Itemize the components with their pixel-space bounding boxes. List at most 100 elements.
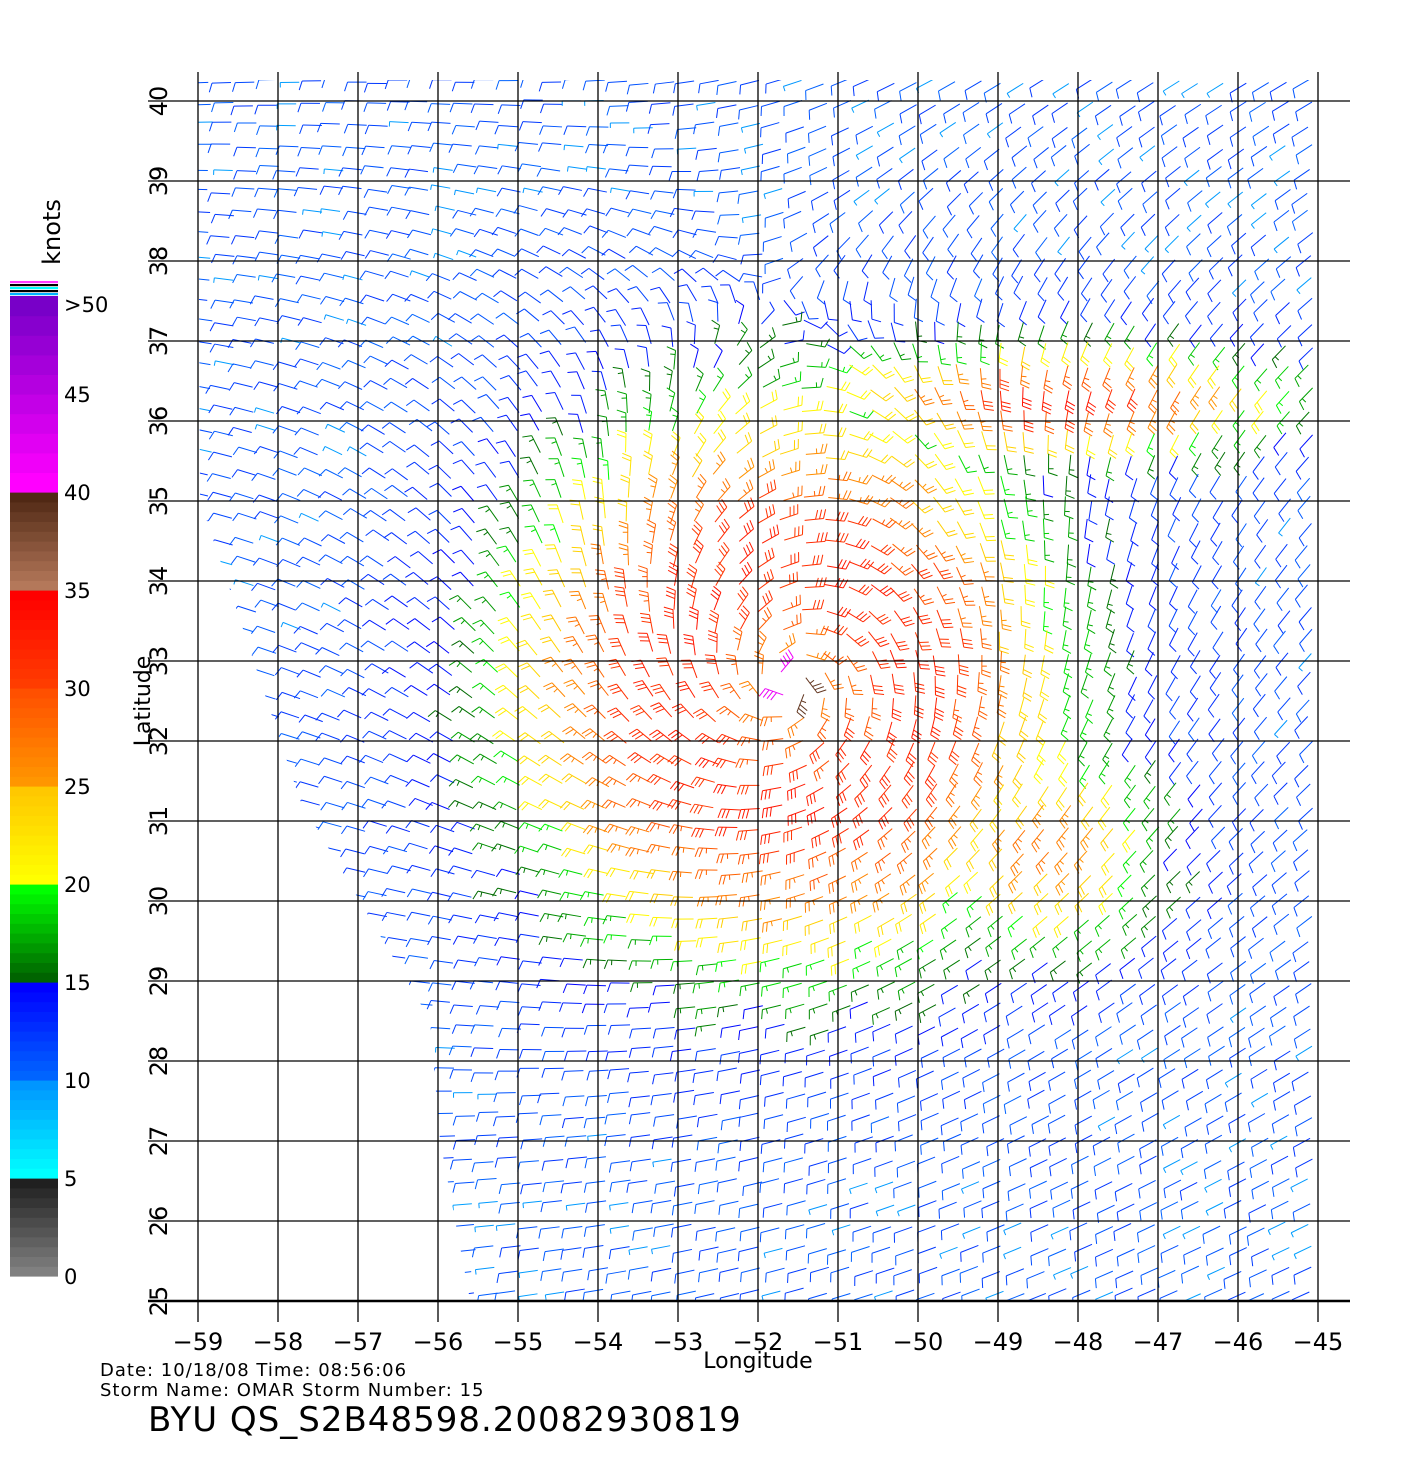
barb-shaft — [578, 501, 584, 520]
barb-feather — [918, 114, 922, 125]
barb-shaft — [392, 253, 411, 260]
wind-barb — [663, 366, 673, 390]
wind-barb — [936, 520, 958, 537]
wind-barb — [980, 628, 992, 650]
barb-feather — [185, 189, 188, 198]
barb-feather — [863, 411, 866, 417]
barb-shaft — [974, 278, 983, 297]
wind-barb — [538, 142, 562, 152]
barb-shaft — [169, 235, 188, 236]
barb-feather — [1207, 316, 1213, 325]
barb-shaft — [1116, 171, 1132, 185]
barb-feather — [691, 210, 696, 220]
barb-feather — [800, 613, 802, 623]
wind-barb — [1009, 190, 1025, 214]
colorbar-segment — [10, 619, 58, 630]
wind-barb — [1249, 101, 1266, 122]
barb-feather — [617, 372, 623, 375]
barb-feather — [318, 469, 327, 477]
wind-barb — [1061, 342, 1071, 367]
barb-feather — [383, 401, 392, 409]
barb-feather — [187, 361, 191, 369]
wind-barb — [672, 229, 697, 239]
barb-feather — [1107, 603, 1113, 606]
barb-feather — [920, 667, 930, 670]
barb-feather — [720, 429, 727, 438]
barb-feather — [1044, 518, 1054, 522]
wind-barb — [736, 432, 753, 454]
barb-shaft — [1042, 611, 1046, 631]
barb-shaft — [411, 270, 430, 278]
wind-barb — [935, 628, 952, 648]
wind-barb — [830, 80, 849, 96]
barb-feather — [905, 502, 914, 509]
barb-feather — [1165, 200, 1170, 210]
wind-barb — [1271, 100, 1289, 121]
barb-shaft — [457, 209, 477, 216]
barb-shaft — [1063, 587, 1067, 607]
barb-shaft — [342, 167, 362, 171]
wind-barb — [763, 188, 783, 200]
wind-barb — [198, 340, 212, 345]
barb-feather — [942, 442, 952, 447]
barb-shaft — [716, 302, 719, 322]
wind-barb — [470, 80, 494, 89]
barb-shaft — [849, 433, 868, 441]
barb-feather — [746, 341, 753, 351]
barb-feather — [902, 619, 913, 624]
barb-shaft — [1099, 212, 1114, 228]
barb-feather — [907, 294, 917, 301]
barb-feather — [1024, 428, 1034, 433]
barb-feather — [788, 635, 793, 645]
barb-feather — [1254, 382, 1260, 392]
barb-feather — [918, 614, 929, 618]
barb-feather — [999, 357, 1009, 363]
wind-barb — [1191, 452, 1202, 478]
wind-barb — [1147, 455, 1156, 480]
barb-shaft — [836, 236, 851, 252]
barb-feather — [539, 350, 550, 355]
barb-feather — [184, 516, 189, 524]
barb-shaft — [1126, 632, 1134, 652]
barb-feather — [867, 432, 874, 441]
barb-feather — [879, 585, 889, 592]
wind-barb — [346, 446, 367, 457]
barb-shaft — [459, 640, 475, 654]
barb-shaft — [529, 613, 542, 630]
barb-shaft — [761, 309, 775, 325]
barb-feather — [777, 439, 780, 449]
barb-shaft — [461, 459, 475, 475]
barb-feather — [184, 605, 189, 613]
barb-shaft — [735, 421, 751, 435]
barb-feather — [540, 103, 545, 114]
wind-barb — [980, 390, 994, 411]
barb-shaft — [300, 358, 319, 366]
barb-feather — [346, 446, 351, 452]
colorbar-segment — [10, 786, 58, 797]
barb-shaft — [1128, 499, 1136, 519]
wind-barb — [738, 457, 755, 479]
barb-shaft — [415, 507, 431, 521]
barb-shaft — [890, 479, 907, 491]
wind-barb — [1121, 231, 1135, 250]
barb-feather — [824, 625, 829, 635]
wind-barb — [1146, 433, 1155, 458]
barb-feather — [924, 601, 935, 605]
wind-barb — [674, 127, 697, 139]
wind-barb — [1276, 325, 1292, 348]
wind-barb — [1011, 166, 1027, 189]
barb-feather — [1168, 625, 1177, 633]
barb-feather — [792, 357, 795, 363]
barb-shaft — [529, 413, 540, 431]
wind-barb — [845, 538, 870, 550]
barb-feather — [1297, 244, 1302, 254]
barb-feather — [663, 606, 674, 611]
barb-feather — [841, 427, 847, 437]
barb-feather — [983, 404, 994, 407]
wind-barb — [232, 81, 255, 92]
barb-shaft — [1104, 479, 1110, 498]
wind-barb — [297, 102, 320, 113]
barb-shaft — [868, 610, 884, 625]
wind-barb — [208, 430, 233, 440]
barb-feather — [434, 205, 437, 212]
